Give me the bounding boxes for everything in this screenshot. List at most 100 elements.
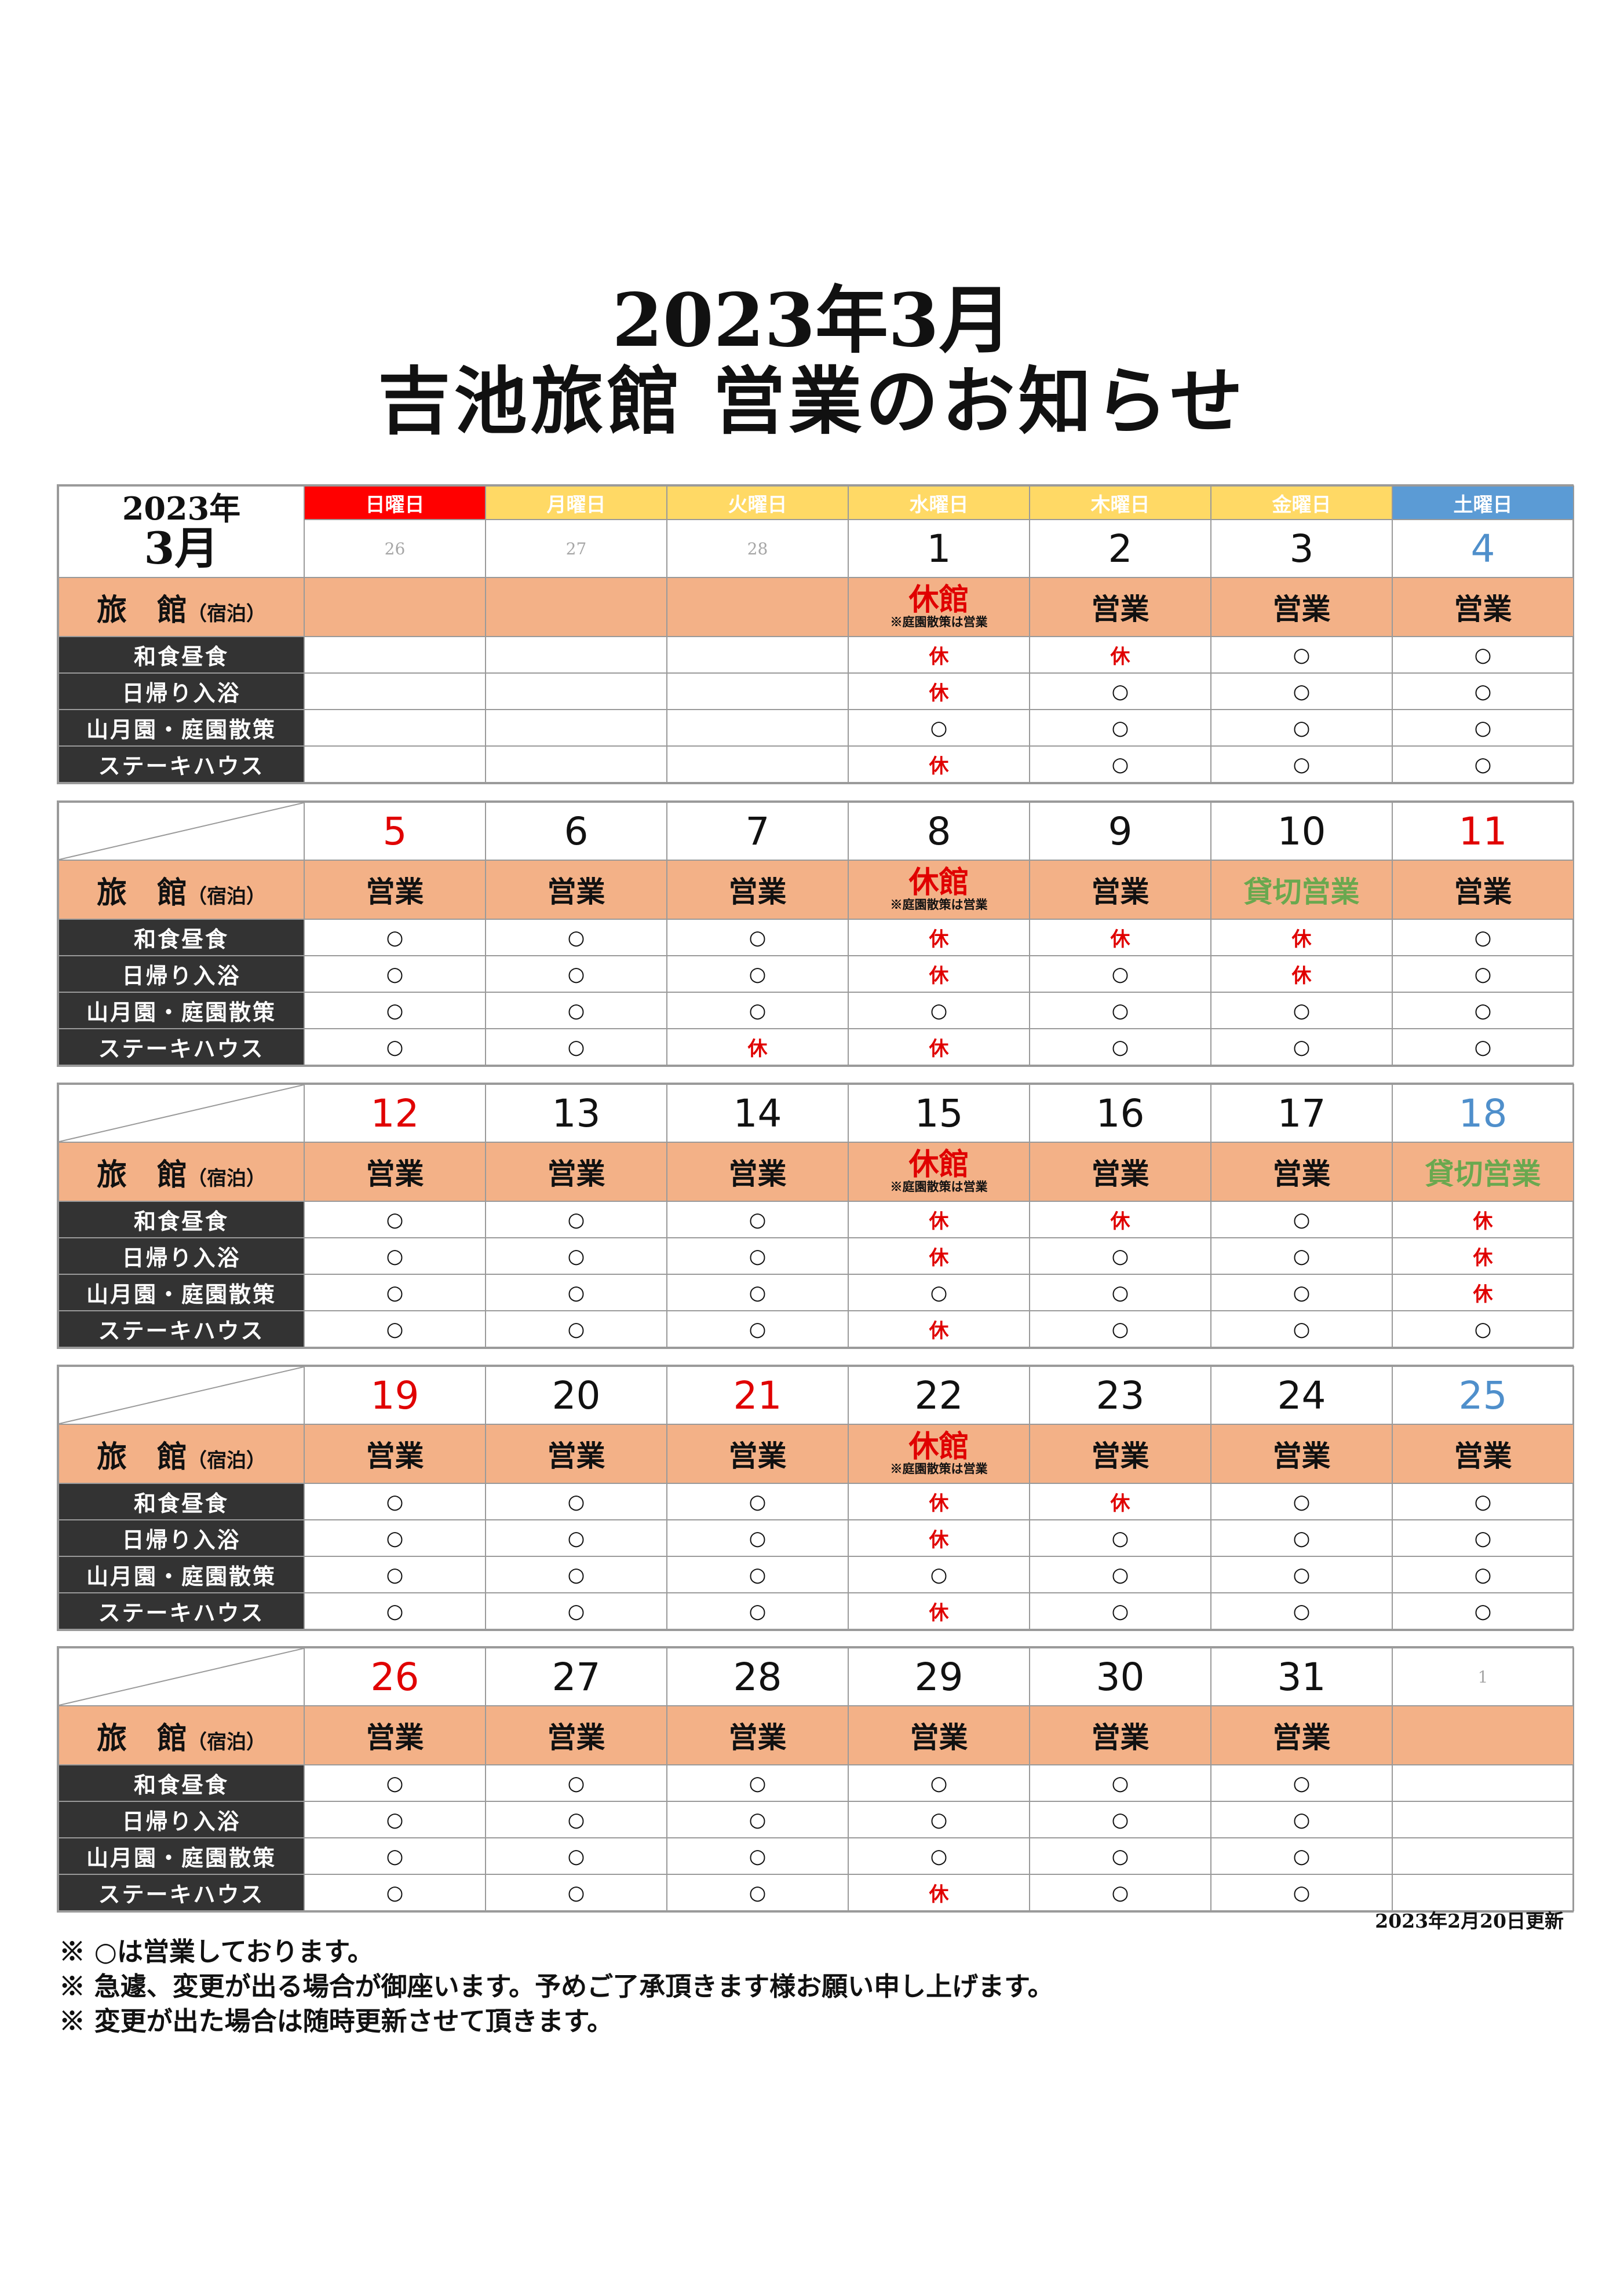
service-status: ○ bbox=[666, 919, 849, 956]
service-status: ○ bbox=[1029, 1764, 1211, 1802]
ryokan-status: 営業 bbox=[485, 1705, 667, 1765]
service-status: ○ bbox=[304, 1801, 486, 1838]
service-status: 休 bbox=[1029, 1483, 1211, 1520]
weekday-header: 月曜日 bbox=[485, 485, 667, 520]
ryokan-status: 営業 bbox=[1029, 1424, 1211, 1484]
ryokan-label-main: 旅 館 bbox=[96, 875, 187, 911]
service-status: ○ bbox=[1210, 992, 1393, 1029]
day-number: 22 bbox=[848, 1366, 1030, 1425]
service-status: ○ bbox=[666, 1801, 849, 1838]
ryokan-status: 営業 bbox=[1029, 577, 1211, 637]
day-number: 18 bbox=[1392, 1084, 1574, 1143]
day-number: 16 bbox=[1029, 1084, 1211, 1143]
service-status bbox=[485, 672, 667, 710]
ryokan-label-sub: （宿泊） bbox=[187, 1449, 266, 1472]
day-number: 23 bbox=[1029, 1366, 1211, 1425]
service-status: 休 bbox=[1029, 919, 1211, 956]
service-status: ○ bbox=[666, 1874, 849, 1911]
week-table: 26 27 28 29 30 31 1 旅 館（宿泊） 営業 営業 営業 営業 営業 営業 和食昼食 ○ ○ ○ ○… bbox=[58, 1647, 1574, 1911]
service-status: ○ bbox=[666, 1556, 849, 1593]
ryokan-status-text: 営業 bbox=[547, 875, 605, 909]
service-status bbox=[666, 709, 849, 747]
service-status: ○ bbox=[666, 1274, 849, 1311]
ryokan-status: 休館 ※庭園散策は営業 bbox=[848, 577, 1030, 637]
service-label: 和食昼食 bbox=[58, 1483, 305, 1520]
corner-diagonal-cell bbox=[58, 1084, 305, 1143]
weekday-header: 土曜日 bbox=[1392, 485, 1574, 520]
service-status bbox=[1392, 1764, 1574, 1802]
service-status: ○ bbox=[485, 992, 667, 1029]
day-number: 14 bbox=[666, 1084, 849, 1143]
ryokan-status-text: 営業 bbox=[1272, 1157, 1331, 1191]
service-status: 休 bbox=[1392, 1274, 1574, 1311]
service-status: ○ bbox=[1029, 1837, 1211, 1875]
service-status: ○ bbox=[485, 1801, 667, 1838]
ryokan-status: 営業 bbox=[1029, 1705, 1211, 1765]
service-status: ○ bbox=[666, 1519, 849, 1557]
ryokan-status bbox=[485, 577, 667, 637]
service-status: ○ bbox=[848, 1801, 1030, 1838]
service-status bbox=[304, 636, 486, 674]
ryokan-status: 貸切営業 bbox=[1210, 860, 1393, 920]
service-status: ○ bbox=[1029, 1274, 1211, 1311]
ryokan-status: 営業 bbox=[1029, 1142, 1211, 1202]
service-status: ○ bbox=[485, 1764, 667, 1802]
ryokan-status: 営業 bbox=[1392, 860, 1574, 920]
day-number: 8 bbox=[848, 802, 1030, 861]
service-label: ステーキハウス bbox=[58, 1028, 305, 1066]
service-status: ○ bbox=[1029, 1874, 1211, 1911]
day-number: 28 bbox=[666, 519, 849, 578]
footnote-1: ※ ○は営業しております。 bbox=[59, 1936, 374, 1967]
day-number: 4 bbox=[1392, 519, 1574, 578]
service-status: ○ bbox=[1029, 1556, 1211, 1593]
service-status: ○ bbox=[485, 1837, 667, 1875]
page-title-month: 2023年3月 bbox=[612, 277, 1012, 363]
ryokan-status: 営業 bbox=[666, 1705, 849, 1765]
ryokan-closed: 休館 bbox=[908, 865, 969, 900]
service-status: ○ bbox=[304, 919, 486, 956]
day-number: 1 bbox=[1392, 1647, 1574, 1706]
ryokan-status: 営業 bbox=[1392, 577, 1574, 637]
service-status: ○ bbox=[304, 1310, 486, 1348]
service-status: 休 bbox=[848, 1310, 1030, 1348]
closed-note: ※庭園散策は営業 bbox=[890, 1461, 988, 1476]
service-status: ○ bbox=[485, 1874, 667, 1911]
day-number: 26 bbox=[304, 1647, 486, 1706]
ryokan-closed: 休館 bbox=[908, 582, 969, 617]
service-status: ○ bbox=[1392, 1519, 1574, 1557]
service-label: 和食昼食 bbox=[58, 919, 305, 956]
ryokan-status-text: 営業 bbox=[547, 1439, 605, 1473]
ryokan-status-text: 営業 bbox=[366, 875, 424, 909]
service-status: ○ bbox=[485, 1274, 667, 1311]
service-status: ○ bbox=[304, 1837, 486, 1875]
service-status: ○ bbox=[1210, 1274, 1393, 1311]
ryokan-status-text: 営業 bbox=[1272, 1720, 1331, 1754]
service-label: 山月園・庭園散策 bbox=[58, 992, 305, 1029]
service-status bbox=[485, 709, 667, 747]
service-status: ○ bbox=[1210, 709, 1393, 747]
day-number: 5 bbox=[304, 802, 486, 861]
ryokan-status-text: 営業 bbox=[728, 875, 787, 909]
ryokan-status: 営業 bbox=[666, 860, 849, 920]
ryokan-status-text: 営業 bbox=[366, 1157, 424, 1191]
weekday-header: 日曜日 bbox=[304, 485, 486, 520]
service-status: ○ bbox=[666, 1201, 849, 1238]
service-status: ○ bbox=[485, 919, 667, 956]
day-number: 24 bbox=[1210, 1366, 1393, 1425]
service-status bbox=[485, 745, 667, 783]
ryokan-status: 営業 bbox=[304, 1142, 486, 1202]
day-number: 19 bbox=[304, 1366, 486, 1425]
service-status: ○ bbox=[848, 1837, 1030, 1875]
service-status: 休 bbox=[848, 1201, 1030, 1238]
ryokan-label: 旅 館（宿泊） bbox=[58, 860, 305, 920]
ryokan-status: 営業 bbox=[1210, 1424, 1393, 1484]
ryokan-label-main: 旅 館 bbox=[96, 1439, 187, 1475]
ryokan-label-sub: （宿泊） bbox=[187, 1167, 266, 1190]
service-label: ステーキハウス bbox=[58, 1592, 305, 1630]
service-label: 和食昼食 bbox=[58, 1201, 305, 1238]
ryokan-status-text: 営業 bbox=[366, 1439, 424, 1473]
service-status: ○ bbox=[1029, 1028, 1211, 1066]
service-status: 休 bbox=[848, 672, 1030, 710]
service-status: ○ bbox=[304, 1519, 486, 1557]
service-status: ○ bbox=[1392, 1310, 1574, 1348]
